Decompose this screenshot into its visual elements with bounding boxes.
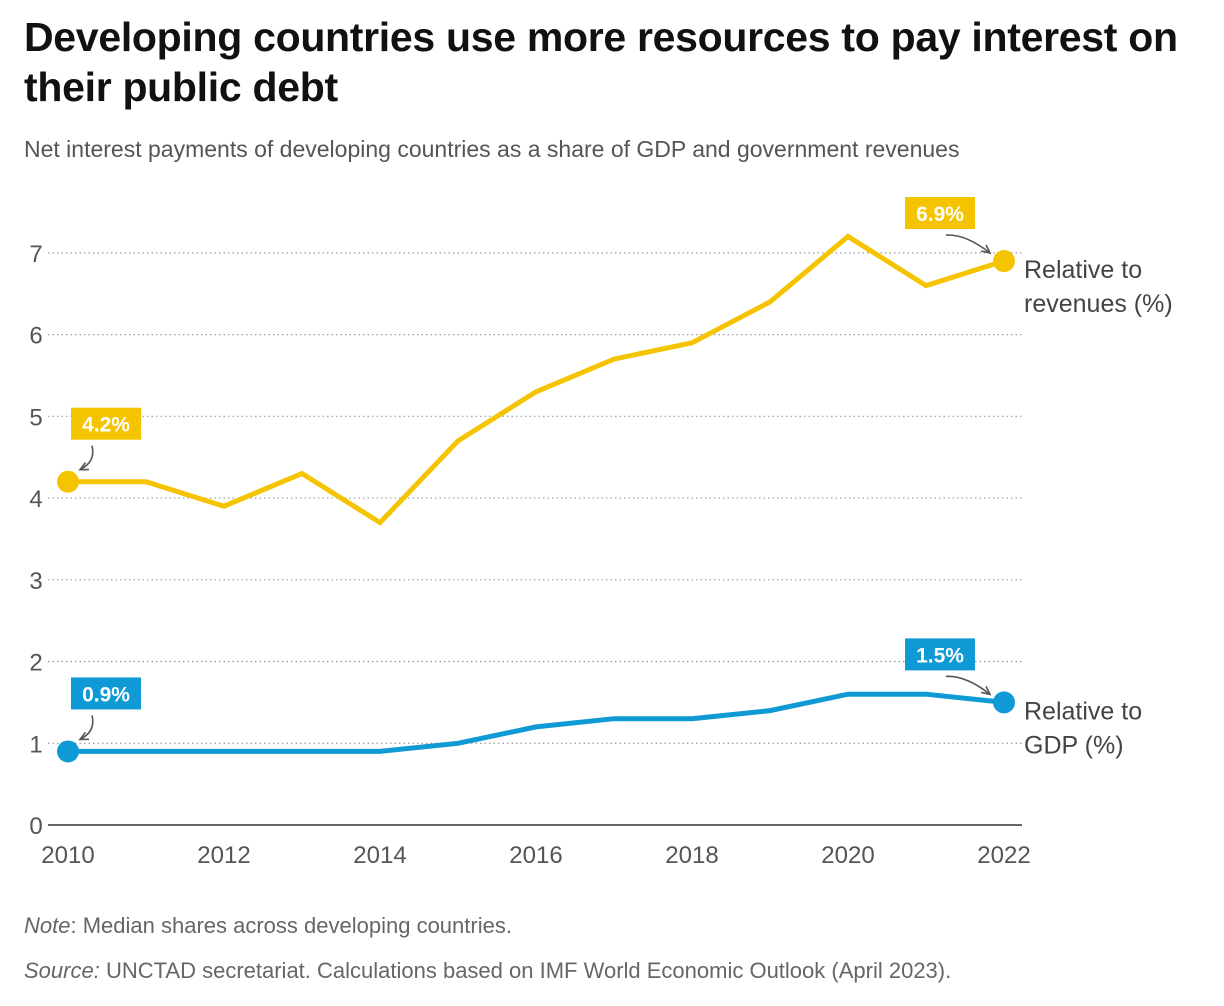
callouts-layer: 4.2% 6.9% 0.9% 1.5% bbox=[71, 197, 992, 741]
y-tick-label: 1 bbox=[29, 731, 42, 758]
value-callout-box bbox=[71, 677, 141, 710]
x-tick-label: 2010 bbox=[41, 842, 94, 869]
y-tick-label: 7 bbox=[29, 241, 42, 268]
x-tick-label: 2016 bbox=[509, 842, 562, 869]
callout-arrowhead bbox=[78, 462, 90, 471]
series-end-label: Relative to GDP (%) bbox=[1024, 697, 1142, 759]
source-text: UNCTAD secretariat. Calculations based o… bbox=[99, 958, 952, 983]
value-callout-label: 6.9% bbox=[916, 203, 964, 226]
callout-arrowhead bbox=[981, 244, 992, 255]
value-callout-box bbox=[905, 638, 975, 671]
x-tick-label: 2014 bbox=[353, 842, 406, 869]
series-end-label: Relative to revenues (%) bbox=[1024, 256, 1173, 318]
end-point bbox=[993, 250, 1015, 273]
series-line bbox=[68, 233, 1005, 526]
series-label-line: revenues (%) bbox=[1024, 290, 1173, 318]
callout-arrow bbox=[79, 445, 94, 471]
series-line bbox=[68, 691, 1005, 754]
end-point bbox=[993, 691, 1015, 714]
value-callout-box bbox=[71, 407, 141, 440]
x-tick-label: 2012 bbox=[197, 842, 250, 869]
callout-arrowhead bbox=[981, 685, 992, 696]
y-tick-label: 4 bbox=[29, 486, 42, 513]
series-label-line: Relative to bbox=[1024, 256, 1142, 284]
y-axis-ticks: 0 1 2 3 4 5 6 7 bbox=[29, 241, 42, 840]
y-tick-label: 3 bbox=[29, 568, 42, 595]
source-line: Source: UNCTAD secretariat. Calculations… bbox=[24, 957, 951, 985]
callout-arrow bbox=[945, 675, 991, 696]
series-layer: Relative to revenues (%) Relative to GDP (%… bbox=[57, 233, 1173, 763]
start-point bbox=[57, 740, 79, 763]
y-tick-label: 2 bbox=[29, 650, 42, 677]
series-label-line: GDP (%) bbox=[1024, 731, 1124, 759]
start-point bbox=[57, 470, 79, 493]
chart-subtitle: Net interest payments of developing coun… bbox=[24, 136, 960, 162]
chart-title: Developing countries use more resources … bbox=[24, 14, 1178, 110]
value-callout-label: 1.5% bbox=[916, 644, 964, 667]
note-text: : Median shares across developing countr… bbox=[70, 913, 512, 938]
callout-arrowhead bbox=[78, 731, 90, 741]
x-axis-ticks: 2010 2012 2014 2016 2018 2020 2022 bbox=[41, 842, 1030, 869]
note-label: Note bbox=[24, 913, 71, 938]
callout-arrow bbox=[945, 234, 991, 254]
value-callout-label: 0.9% bbox=[82, 683, 130, 706]
series-label-line: Relative to bbox=[1024, 697, 1142, 725]
value-callout-box bbox=[905, 197, 975, 230]
value-callout-label: 4.2% bbox=[82, 414, 130, 437]
footnote: Note: Median shares across developing co… bbox=[24, 912, 512, 940]
y-tick-label: 5 bbox=[29, 404, 42, 431]
x-tick-label: 2018 bbox=[665, 842, 718, 869]
callout-arrow bbox=[79, 715, 94, 741]
y-tick-label: 6 bbox=[29, 323, 42, 350]
x-tick-label: 2020 bbox=[821, 842, 874, 869]
source-label: Source: bbox=[24, 958, 100, 983]
y-tick-label: 0 bbox=[29, 813, 42, 840]
x-tick-label: 2022 bbox=[977, 842, 1030, 869]
gridlines bbox=[48, 252, 1022, 744]
